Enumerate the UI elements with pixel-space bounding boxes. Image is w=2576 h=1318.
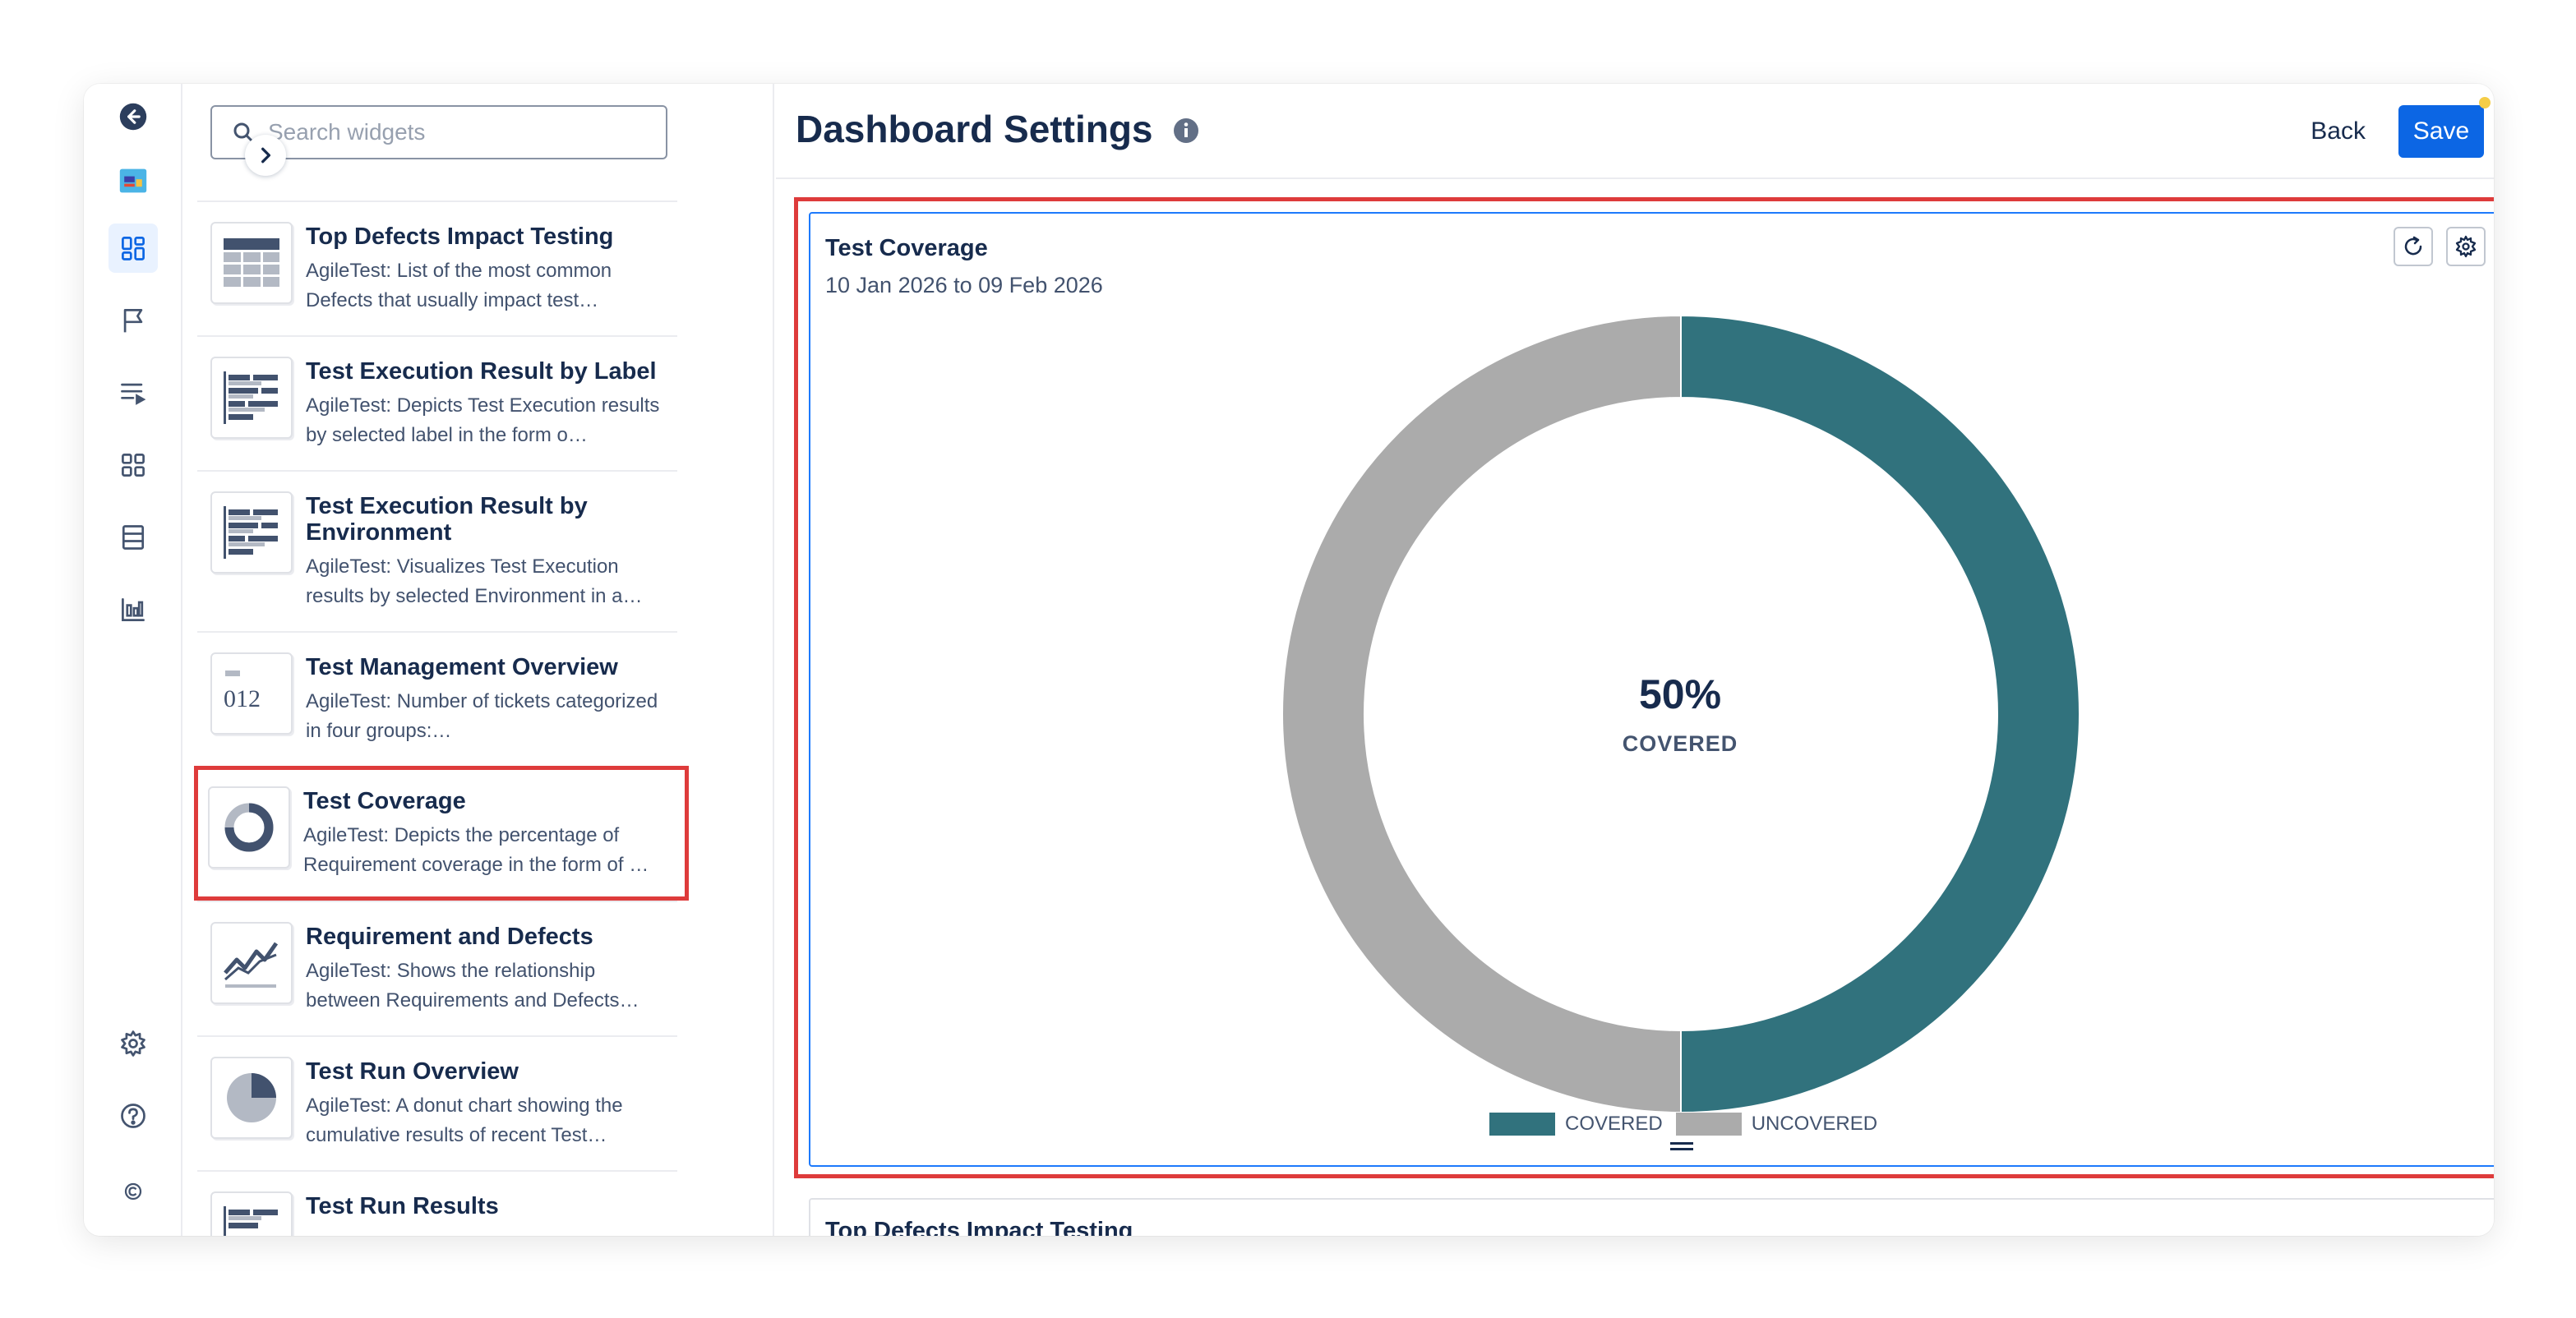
widget-title: Top Defects Impact Testing xyxy=(306,224,614,250)
card-toolbar xyxy=(2394,227,2494,266)
coverage-label: COVERED xyxy=(1622,731,1738,756)
help-icon[interactable] xyxy=(108,1091,158,1141)
table-icon[interactable] xyxy=(108,513,158,562)
legend-item-covered[interactable]: COVERED xyxy=(1489,1113,1663,1136)
info-icon[interactable] xyxy=(1172,117,1200,145)
expand-sidebar-button[interactable] xyxy=(245,135,286,176)
table-thumbnail-icon xyxy=(210,222,293,304)
save-button[interactable]: Save xyxy=(2398,105,2484,158)
widget-item-execution-by-environment[interactable]: Test Execution Result by Environment Agi… xyxy=(197,470,677,631)
widget-description: AgileTest: A donut chart showing the cum… xyxy=(306,1094,623,1146)
widget-item-test-coverage[interactable]: Test Coverage AgileTest: Depicts the per… xyxy=(194,766,689,901)
flag-icon[interactable] xyxy=(108,296,158,345)
chart-legend: COVERED UNCOVERED xyxy=(1489,1113,1890,1136)
reports-icon[interactable] xyxy=(108,585,158,634)
widget-item-requirement-defects[interactable]: Requirement and Defects AgileTest: Shows… xyxy=(197,901,677,1035)
page-header: Dashboard Settings Back Save xyxy=(776,84,2494,179)
widget-description: AgileTest: Number of tickets categorized… xyxy=(306,690,658,742)
page-title: Dashboard Settings xyxy=(796,108,1153,150)
test-coverage-card[interactable]: Test Coverage 10 Jan 2026 to 09 Feb 2026… xyxy=(809,212,2494,1167)
thumb-number-text: 012 xyxy=(224,685,261,712)
line-thumbnail-icon xyxy=(210,922,293,1004)
bar-thumbnail-icon xyxy=(210,1191,293,1236)
widget-description: AgileTest: Depicts the percentage of Req… xyxy=(303,824,649,876)
chevron-right-icon xyxy=(261,147,271,164)
widget-item-top-defects[interactable]: Top Defects Impact Testing AgileTest: Li… xyxy=(197,200,677,335)
donut-slice-covered[interactable] xyxy=(1680,314,2080,1114)
donut-thumbnail-icon xyxy=(208,786,290,869)
back-arrow-icon[interactable] xyxy=(108,92,158,141)
widget-title: Test Execution Result by Label xyxy=(306,358,657,385)
card-title: Test Coverage xyxy=(825,235,988,261)
widget-title: Test Run Overview xyxy=(306,1058,519,1085)
legend-swatch xyxy=(1489,1113,1555,1136)
widget-settings-button[interactable] xyxy=(2446,227,2486,266)
widget-item-test-run-results[interactable]: Test Run Results xyxy=(197,1170,677,1236)
widget-description: AgileTest: Shows the relationship betwee… xyxy=(306,960,639,1012)
test-list-icon[interactable] xyxy=(108,368,158,417)
widget-description: AgileTest: List of the most common Defec… xyxy=(306,260,612,311)
app-logo-icon[interactable] xyxy=(108,156,158,205)
widget-list: Top Defects Impact Testing AgileTest: Li… xyxy=(194,200,689,1236)
widget-title: Test Management Overview xyxy=(306,654,618,680)
gear-icon xyxy=(2455,235,2477,258)
notification-dot xyxy=(2479,97,2491,108)
resize-handle-horizontal-icon[interactable] xyxy=(1669,1141,1695,1152)
coverage-percent: 50% xyxy=(1638,671,1722,717)
legend-label: COVERED xyxy=(1565,1113,1663,1135)
dashboard-icon[interactable] xyxy=(108,224,158,273)
bar-thumbnail-icon xyxy=(210,357,293,439)
settings-gear-icon[interactable] xyxy=(108,1019,158,1068)
widget-item-test-management-overview[interactable]: 012 Test Management Overview AgileTest: … xyxy=(197,631,677,766)
widget-item-execution-by-label[interactable]: Test Execution Result by Label AgileTest… xyxy=(197,335,677,470)
search-input[interactable] xyxy=(268,119,646,145)
widget-description: AgileTest: Visualizes Test Execution res… xyxy=(306,555,643,607)
donut-slice-uncovered[interactable] xyxy=(1281,314,1682,1114)
widget-title: Test Coverage xyxy=(303,788,466,814)
nav-rail xyxy=(84,84,182,1236)
pie-thumbnail-icon xyxy=(210,1057,293,1139)
back-button[interactable]: Back xyxy=(2311,118,2366,145)
copyright-icon[interactable] xyxy=(108,1167,158,1216)
widget-title: Test Run Results xyxy=(306,1193,499,1219)
search-box[interactable] xyxy=(210,105,667,159)
apps-grid-icon[interactable] xyxy=(108,440,158,490)
refresh-icon xyxy=(2404,236,2422,256)
widget-item-test-run-overview[interactable]: Test Run Overview AgileTest: A donut cha… xyxy=(197,1035,677,1170)
card-date-range: 10 Jan 2026 to 09 Feb 2026 xyxy=(825,273,1103,297)
numbers-thumbnail-icon: 012 xyxy=(210,652,293,735)
coverage-donut-chart xyxy=(1281,314,2080,1114)
widget-description: AgileTest: Depicts Test Execution result… xyxy=(306,394,660,446)
top-defects-card[interactable]: Top Defects Impact Testing xyxy=(809,1198,2494,1236)
widget-title: Test Execution Result by Environment xyxy=(306,493,588,546)
refresh-button[interactable] xyxy=(2394,227,2433,266)
selection-highlight xyxy=(794,197,2494,1178)
card-title: Top Defects Impact Testing xyxy=(825,1218,1133,1236)
legend-label: UNCOVERED xyxy=(1751,1113,1878,1135)
app-window: Top Defects Impact Testing AgileTest: Li… xyxy=(84,84,2494,1236)
bar-thumbnail-icon xyxy=(210,491,293,574)
legend-item-uncovered[interactable]: UNCOVERED xyxy=(1675,1113,1878,1136)
legend-swatch xyxy=(1675,1113,1742,1136)
main-content: Dashboard Settings Back Save Test Covera… xyxy=(776,84,2494,1236)
widget-title: Requirement and Defects xyxy=(306,924,593,950)
widget-panel: Top Defects Impact Testing AgileTest: Li… xyxy=(184,84,774,1236)
